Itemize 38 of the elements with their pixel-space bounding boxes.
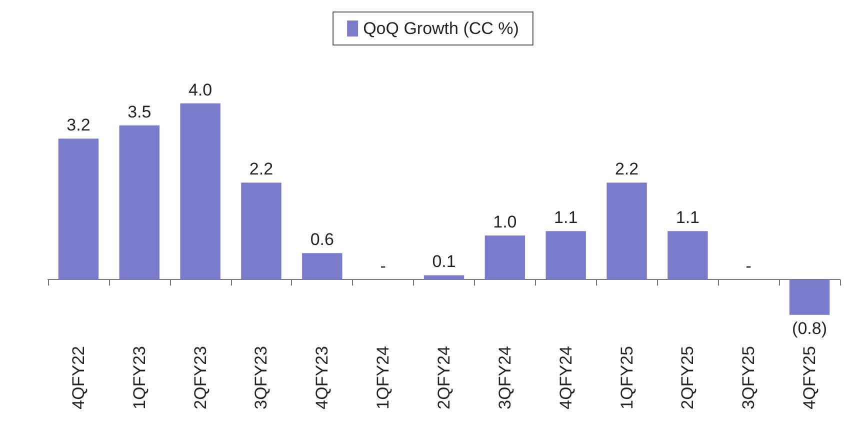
data-label: 1.1 [676,208,700,228]
x-tick-label: 4QFY25 [800,346,820,410]
bar [606,182,647,280]
x-tick-label: 1QFY24 [374,346,393,410]
x-tick-label: 1QFY23 [130,346,149,410]
x-tick-label: 2QFY23 [190,346,210,410]
data-label: 1.1 [554,208,578,228]
data-label: (0.8) [792,318,828,338]
bar [58,138,99,280]
bar [241,182,282,280]
data-label: 0.1 [432,252,456,272]
bar [424,275,464,280]
x-tick-label: 4QFY22 [68,346,88,410]
x-tick-label: 3QFY25 [739,346,758,410]
data-label: 1.0 [493,212,517,232]
x-tick-label: 2QFY25 [678,346,698,410]
bar [302,253,342,280]
bar [668,231,708,280]
data-label: 3.5 [128,102,152,122]
x-tick-label: 2QFY24 [434,346,454,410]
data-label: 2.2 [249,160,274,179]
x-tick-label: 4QFY23 [312,346,332,410]
bar [484,236,526,280]
x-tick-label: 1QFY25 [617,346,636,410]
bar [789,280,830,315]
bar [180,103,220,280]
data-label: 3.2 [66,116,90,135]
x-tick-label: 4QFY24 [556,346,576,410]
bar [546,231,586,280]
data-label: 4.0 [188,80,212,100]
data-label: 0.6 [310,230,334,250]
legend-label: QoQ Growth (CC %) [363,19,519,38]
bar [119,125,160,280]
x-tick-label: 3QFY24 [495,346,514,410]
data-label: 2.2 [614,160,639,179]
data-label: - [380,256,386,276]
data-label: - [746,256,752,276]
x-tick-label: 3QFY23 [252,346,271,410]
